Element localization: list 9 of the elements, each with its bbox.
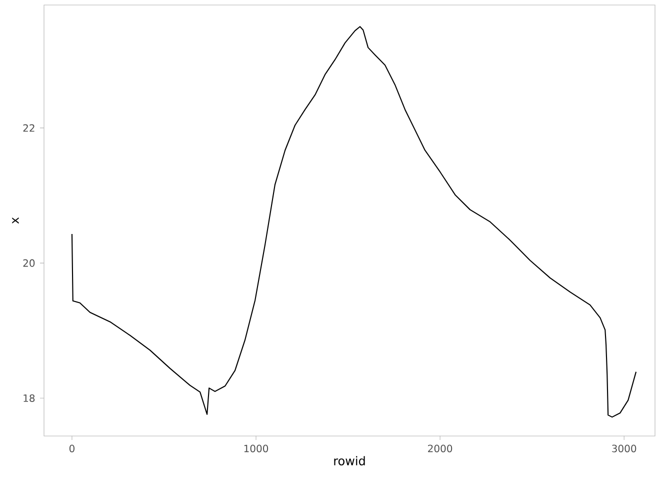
y-tick-label: 18: [24, 394, 35, 402]
y-axis-title: x: [12, 217, 19, 224]
x-tick-label: 1000: [244, 444, 268, 452]
x-tick-label: 3000: [612, 444, 636, 452]
x-tick-label: 2000: [428, 444, 452, 452]
y-tick-label: 20: [23, 259, 35, 267]
y-tick-label: 22: [23, 124, 34, 132]
x-tick-label: 0: [69, 444, 74, 452]
x-axis-title: rowid: [334, 456, 365, 466]
